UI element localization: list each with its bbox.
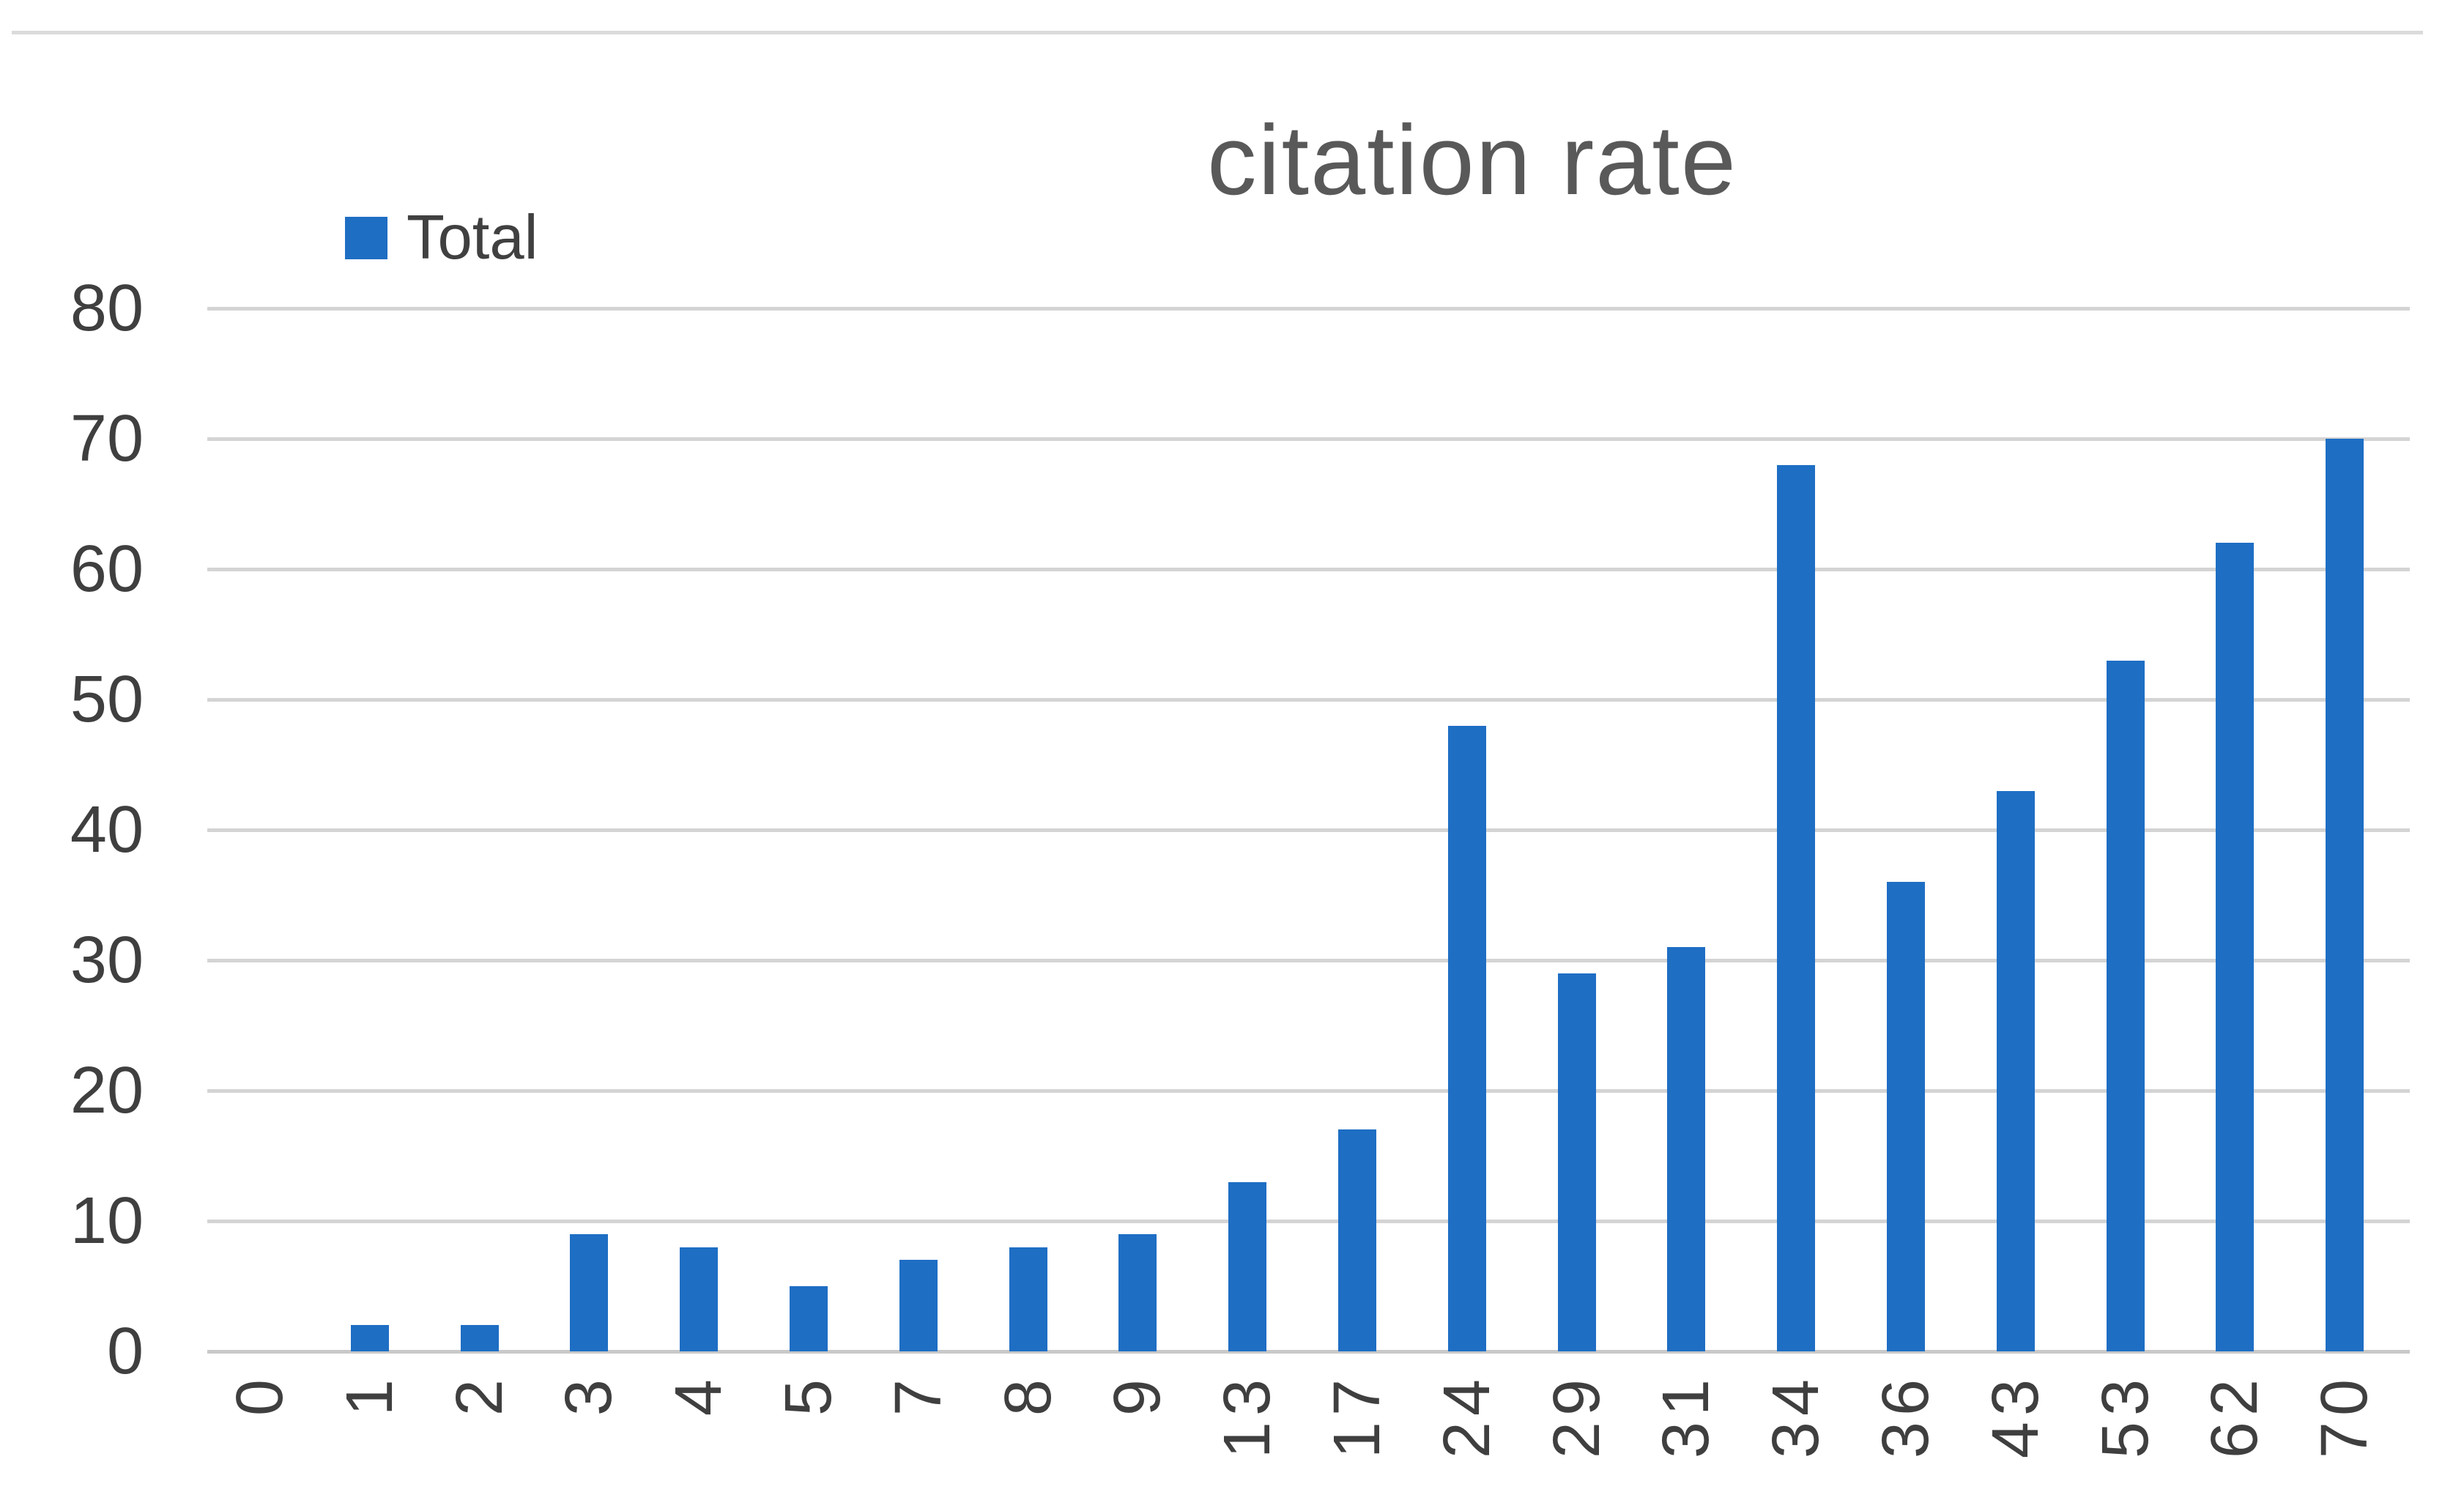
y-tick-label: 40 (70, 793, 144, 866)
bar-31 (1667, 947, 1706, 1351)
bar-5 (790, 1286, 828, 1351)
x-tick-label: 34 (1759, 1373, 1833, 1459)
x-tick-label: 4 (662, 1373, 736, 1417)
bar-53 (2106, 660, 2145, 1351)
bar-3 (570, 1233, 609, 1351)
x-tick-label: 43 (1978, 1373, 2052, 1459)
bar-43 (1996, 790, 2035, 1351)
bar-7 (899, 1260, 938, 1351)
x-tick-label: 70 (2308, 1373, 2382, 1459)
y-tick-label: 70 (70, 402, 144, 475)
x-tick-label: 3 (552, 1373, 626, 1417)
x-tick-label: 62 (2198, 1373, 2272, 1459)
gridline-70 (207, 437, 2410, 441)
bar-1 (350, 1325, 389, 1351)
x-tick-label: 8 (991, 1373, 1065, 1417)
y-tick-label: 0 (106, 1315, 144, 1388)
gridline-60 (207, 568, 2410, 571)
x-tick-label: 7 (881, 1373, 955, 1417)
bar-24 (1447, 725, 1486, 1351)
gridline-30 (207, 959, 2410, 962)
x-tick-label: 5 (772, 1373, 845, 1417)
y-tick-label: 50 (70, 663, 144, 736)
bar-36 (1887, 882, 1925, 1351)
bar-8 (1009, 1247, 1047, 1351)
y-tick-label: 60 (70, 532, 144, 606)
x-tick-label: 31 (1650, 1373, 1723, 1459)
x-tick-label: 53 (2088, 1373, 2162, 1459)
chart-title: citation rate (1207, 105, 1737, 215)
y-tick-label: 20 (70, 1054, 144, 1127)
x-tick-label: 17 (1321, 1373, 1394, 1459)
gridline-10 (207, 1220, 2410, 1223)
x-tick-label: 2 (442, 1373, 516, 1417)
x-tick-label: 13 (1211, 1373, 1285, 1459)
bar-62 (2216, 543, 2255, 1351)
y-tick-label: 80 (70, 272, 144, 345)
x-tick-label: 9 (1101, 1373, 1175, 1417)
bar-4 (680, 1247, 719, 1351)
x-tick-label: 36 (1869, 1373, 1942, 1459)
spreadsheet-row-border (12, 31, 2423, 34)
y-tick-label: 10 (70, 1184, 144, 1258)
legend-swatch-icon (345, 217, 387, 259)
gridline-80 (207, 307, 2410, 311)
bar-17 (1338, 1129, 1376, 1351)
bar-29 (1557, 973, 1596, 1351)
bar-70 (2326, 439, 2364, 1351)
gridline-40 (207, 828, 2410, 832)
x-tick-label: 0 (223, 1373, 297, 1417)
y-tick-label: 30 (70, 924, 144, 997)
legend: Total (345, 203, 538, 272)
x-axis-line (207, 1350, 2410, 1354)
gridline-20 (207, 1089, 2410, 1093)
bar-9 (1118, 1233, 1157, 1351)
bar-2 (460, 1325, 499, 1351)
x-tick-label: 29 (1540, 1373, 1614, 1459)
bar-34 (1777, 464, 1816, 1351)
x-tick-label: 1 (333, 1373, 407, 1417)
bar-13 (1228, 1181, 1267, 1351)
x-tick-label: 24 (1430, 1373, 1504, 1459)
legend-label: Total (407, 203, 538, 272)
gridline-50 (207, 698, 2410, 702)
